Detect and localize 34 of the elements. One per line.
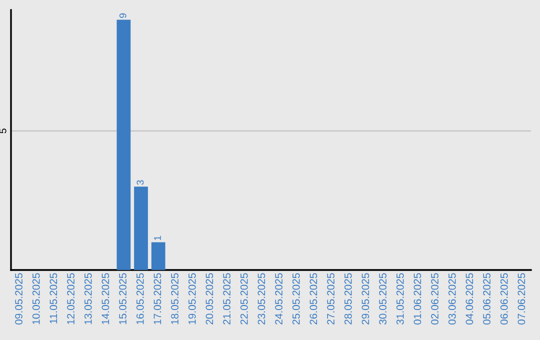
x-tick-label: 17.05.2025 xyxy=(154,273,162,324)
x-tick-label: 16.05.2025 xyxy=(136,273,144,324)
x-tick-label: 02.06.2025 xyxy=(431,273,438,324)
x-tick-label: 18.05.2025 xyxy=(171,273,178,324)
x-tick-label: 29.05.2025 xyxy=(362,273,370,324)
x-tick-label: 14.05.2025 xyxy=(102,273,110,324)
x-tick-label: 22.05.2025 xyxy=(240,273,248,324)
x-tick-label: 28.05.2025 xyxy=(344,273,352,324)
data-label: 1 xyxy=(154,236,161,240)
x-tick-label: 20.05.2025 xyxy=(206,273,214,324)
x-tick-label: 24.05.2025 xyxy=(275,273,282,324)
x-tick-label: 07.06.2025 xyxy=(518,273,526,324)
data-label: 9 xyxy=(119,13,126,18)
x-tick-label: 01.06.2025 xyxy=(414,273,422,324)
x-tick-label: 31.05.2025 xyxy=(396,273,404,325)
y-tick-label: 5 xyxy=(0,128,6,134)
x-tick-label: 10.05.2025 xyxy=(32,273,40,324)
x-tick-label: 09.05.2025 xyxy=(15,273,22,324)
x-tick-label: 26.05.2025 xyxy=(310,273,318,324)
x-tick-label: 04.06.2025 xyxy=(466,273,474,324)
x-tick-label: 25.05.2025 xyxy=(292,273,300,324)
x-tick-label: 15.05.2025 xyxy=(119,273,126,324)
x-tick-label: 05.06.2025 xyxy=(483,273,490,324)
x-tick-label: 21.05.2025 xyxy=(223,273,230,324)
x-tick-label: 03.06.2025 xyxy=(448,273,456,324)
x-tick-label: 30.05.2025 xyxy=(379,273,386,325)
x-tick-label: 19.05.2025 xyxy=(188,273,196,324)
x-tick-label: 27.05.2025 xyxy=(327,273,334,324)
x-tick-label: 13.05.2025 xyxy=(84,273,92,324)
x-tick-label: 06.06.2025 xyxy=(500,273,508,324)
x-tick-label: 12.05.2025 xyxy=(67,273,74,324)
x-tick-label: 23.05.2025 xyxy=(258,273,266,324)
data-label: 3 xyxy=(136,180,144,185)
x-tick-label: 11.05.2025 xyxy=(50,273,58,324)
